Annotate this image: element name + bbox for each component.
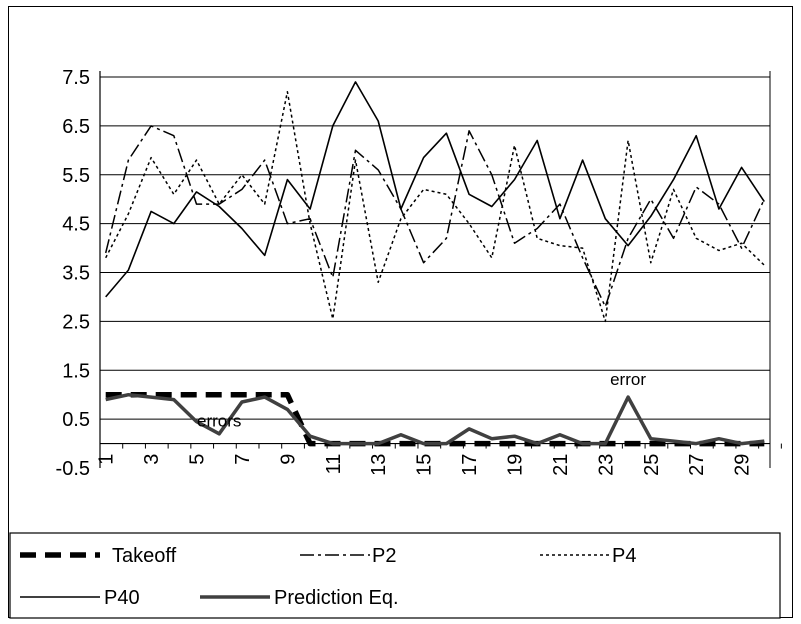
- x-tick-label: 23: [595, 454, 617, 476]
- y-tick-label: 1.5: [62, 360, 90, 382]
- legend-label: P40: [104, 587, 140, 609]
- x-tick-label: 1: [96, 454, 118, 465]
- tick-labels: -0.50.51.52.53.54.55.56.57.51 3 5 7 9 11 13 15 1…: [56, 67, 754, 480]
- y-tick-label: 5.5: [62, 165, 90, 187]
- legend-label: Prediction Eq.: [274, 587, 399, 609]
- y-tick-label: -0.5: [56, 458, 90, 480]
- y-tick-label: 4.5: [62, 214, 90, 236]
- x-tick-label: 13: [368, 454, 390, 476]
- x-tick-label: 25: [641, 454, 663, 476]
- series-line-p4: [105, 90, 765, 323]
- x-tick-label: 27: [686, 454, 708, 476]
- y-tick-label: 7.5: [62, 67, 90, 89]
- x-tick-label: 5: [187, 454, 209, 465]
- y-tick-label: 3.5: [62, 263, 90, 285]
- x-tick-label: 11: [323, 454, 345, 475]
- x-tick-label: 21: [550, 454, 572, 476]
- annotation-label: error: [610, 370, 646, 389]
- x-tick-label: 29: [732, 454, 754, 476]
- x-tick-label: 9: [277, 454, 299, 465]
- grid-lines: [100, 76, 770, 420]
- legend-label: P4: [612, 545, 636, 567]
- series-line-p40: [105, 81, 765, 298]
- y-tick-label: 0.5: [62, 409, 90, 431]
- series-line-prediction-eq: [105, 392, 765, 446]
- y-tick-label: 6.5: [62, 116, 90, 138]
- y-tick-label: 2.5: [62, 311, 90, 333]
- x-tick-label: 3: [141, 454, 163, 465]
- legend-box: [9, 532, 781, 619]
- annotation-label: errors: [197, 411, 241, 430]
- series-lines: [104, 81, 765, 447]
- x-tick-label: 15: [414, 454, 436, 476]
- annotations: errors error: [197, 370, 646, 431]
- x-tick-label: 17: [459, 454, 481, 476]
- axes: [99, 71, 782, 468]
- chart-frame: [8, 6, 793, 618]
- legend-label: P2: [372, 545, 396, 567]
- legend: Takeoff P2 P4 P40 Prediction Eq.: [9, 532, 781, 619]
- x-tick-label: 19: [504, 454, 526, 476]
- x-tick-label: 7: [232, 454, 254, 465]
- legend-label: Takeoff: [112, 545, 177, 567]
